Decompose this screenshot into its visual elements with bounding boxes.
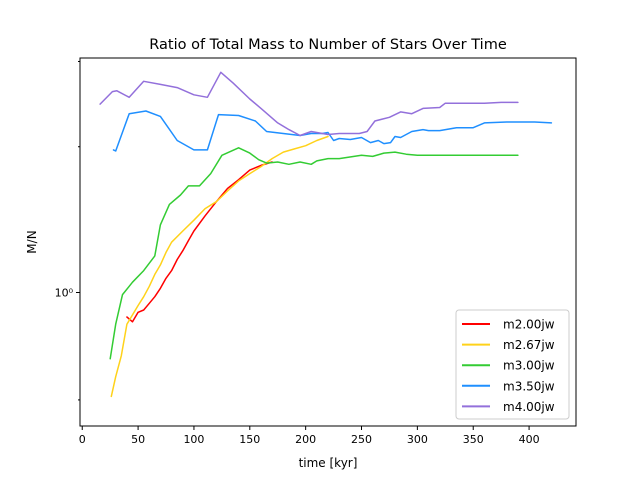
series-lines (99, 71, 553, 398)
series-line-m3-00jw (109, 147, 519, 360)
legend-label: m4.00jw (503, 400, 555, 414)
series-line-m2-67jw (110, 135, 329, 398)
plot-area-frame (79, 57, 577, 427)
legend-box (455, 309, 570, 420)
series-line-m3-50jw (112, 110, 553, 152)
x-tick-label: 250 (351, 433, 372, 446)
series-line-m4-00jw (99, 71, 519, 137)
chart-title: Ratio of Total Mass to Number of Stars O… (149, 37, 507, 53)
legend-label: m3.50jw (503, 379, 555, 393)
y-tick-label: 10⁰ (55, 286, 74, 299)
x-tick-label: 50 (131, 433, 145, 446)
x-tick-label: 200 (295, 433, 316, 446)
x-axis-ticks: 0 50 100 150 200 250 300 350 400 (79, 426, 540, 446)
legend-label: m3.00jw (503, 359, 555, 373)
legend-label: m2.67jw (503, 338, 555, 352)
x-axis-label: time [kyr] (299, 456, 358, 470)
x-tick-label: 350 (463, 433, 484, 446)
series-line-m2-00jw (126, 161, 273, 323)
y-axis-ticks: 10⁰ (55, 60, 80, 401)
y-axis-label: M/N (25, 230, 39, 253)
x-tick-label: 100 (183, 433, 204, 446)
legend: m2.00jw m2.67jw m3.00jw m3.50jw m4.00jw (455, 309, 570, 420)
x-tick-label: 400 (519, 433, 540, 446)
legend-label: m2.00jw (503, 318, 555, 332)
x-tick-label: 0 (79, 433, 86, 446)
x-tick-label: 300 (407, 433, 428, 446)
x-tick-label: 150 (239, 433, 260, 446)
